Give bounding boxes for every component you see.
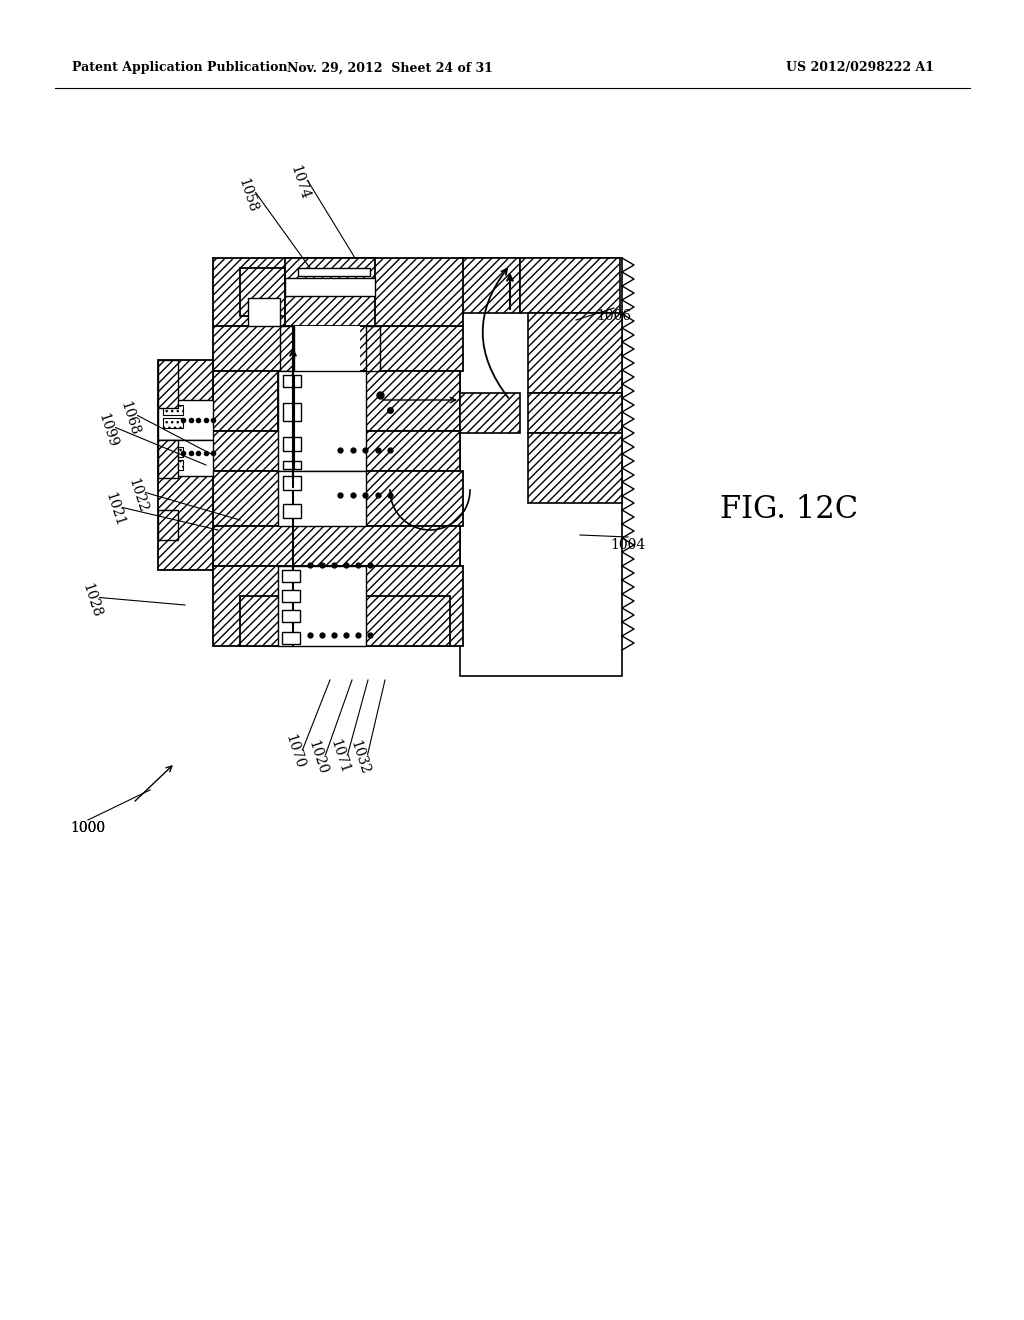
Bar — [282, 570, 300, 582]
Bar — [285, 257, 375, 326]
Text: 1099: 1099 — [96, 411, 120, 449]
Text: FIG. 12C: FIG. 12C — [720, 495, 858, 525]
Text: 1074: 1074 — [288, 164, 312, 202]
Bar — [213, 566, 463, 645]
Text: US 2012/0298222 A1: US 2012/0298222 A1 — [786, 62, 934, 74]
Bar — [278, 471, 366, 525]
Bar — [528, 433, 622, 503]
Bar — [282, 590, 300, 602]
Bar — [163, 447, 183, 457]
Text: 1000: 1000 — [71, 821, 105, 836]
Bar — [158, 440, 178, 478]
Bar — [282, 632, 300, 644]
Text: 1020: 1020 — [306, 738, 330, 776]
Bar — [283, 375, 301, 387]
Bar — [248, 298, 280, 326]
Bar — [460, 393, 520, 433]
Bar — [213, 257, 463, 326]
Bar — [283, 477, 301, 490]
Bar — [278, 566, 366, 645]
Bar — [240, 597, 450, 645]
Bar — [280, 326, 294, 371]
Bar — [163, 459, 183, 470]
Bar — [158, 400, 213, 440]
Text: 1068: 1068 — [118, 399, 142, 437]
Bar — [280, 326, 360, 371]
Text: 1032: 1032 — [348, 738, 372, 776]
Bar — [528, 313, 622, 393]
Text: 1021: 1021 — [102, 491, 127, 529]
Bar — [163, 405, 183, 414]
Bar — [283, 403, 301, 421]
Text: 1006: 1006 — [596, 309, 632, 323]
Text: Patent Application Publication: Patent Application Publication — [72, 62, 288, 74]
Text: 1000: 1000 — [71, 821, 105, 836]
Bar — [366, 371, 460, 432]
Text: Nov. 29, 2012  Sheet 24 of 31: Nov. 29, 2012 Sheet 24 of 31 — [287, 62, 493, 74]
Bar — [213, 432, 460, 471]
Bar — [528, 393, 622, 433]
Bar — [240, 268, 285, 315]
Bar — [158, 440, 213, 477]
Bar — [213, 525, 460, 566]
Text: 1071: 1071 — [328, 738, 352, 776]
Text: 1028: 1028 — [80, 581, 104, 619]
Bar — [213, 471, 463, 525]
Bar — [158, 510, 178, 540]
Bar — [283, 461, 301, 469]
Bar — [285, 279, 375, 296]
Bar — [158, 360, 213, 570]
Bar — [460, 257, 520, 313]
Bar — [366, 326, 380, 371]
Bar — [282, 610, 300, 622]
Bar — [520, 257, 620, 313]
Bar — [460, 257, 622, 676]
Text: 1070: 1070 — [283, 733, 307, 771]
Bar — [283, 437, 301, 451]
Bar — [158, 360, 178, 408]
Bar — [278, 371, 366, 471]
Bar — [213, 371, 278, 432]
Text: 1058: 1058 — [236, 176, 260, 214]
Bar — [163, 418, 183, 428]
Bar — [298, 268, 370, 276]
Text: 1004: 1004 — [610, 539, 645, 552]
Text: 1022: 1022 — [126, 477, 151, 513]
Bar — [213, 326, 463, 371]
Bar — [283, 504, 301, 517]
